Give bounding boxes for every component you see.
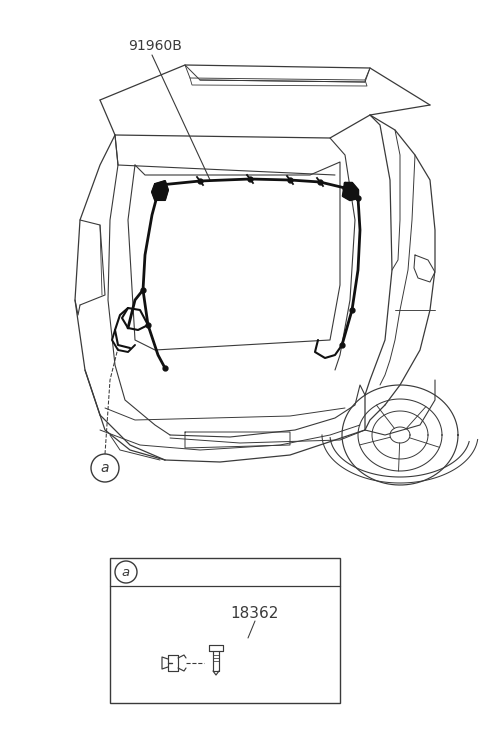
Bar [110, 558, 340, 703]
Text: a: a [122, 565, 130, 579]
Polygon shape [152, 181, 168, 200]
Text: a: a [101, 461, 109, 475]
Text: 91960B: 91960B [128, 39, 182, 53]
Polygon shape [343, 183, 358, 200]
Text: 18362: 18362 [231, 606, 279, 620]
